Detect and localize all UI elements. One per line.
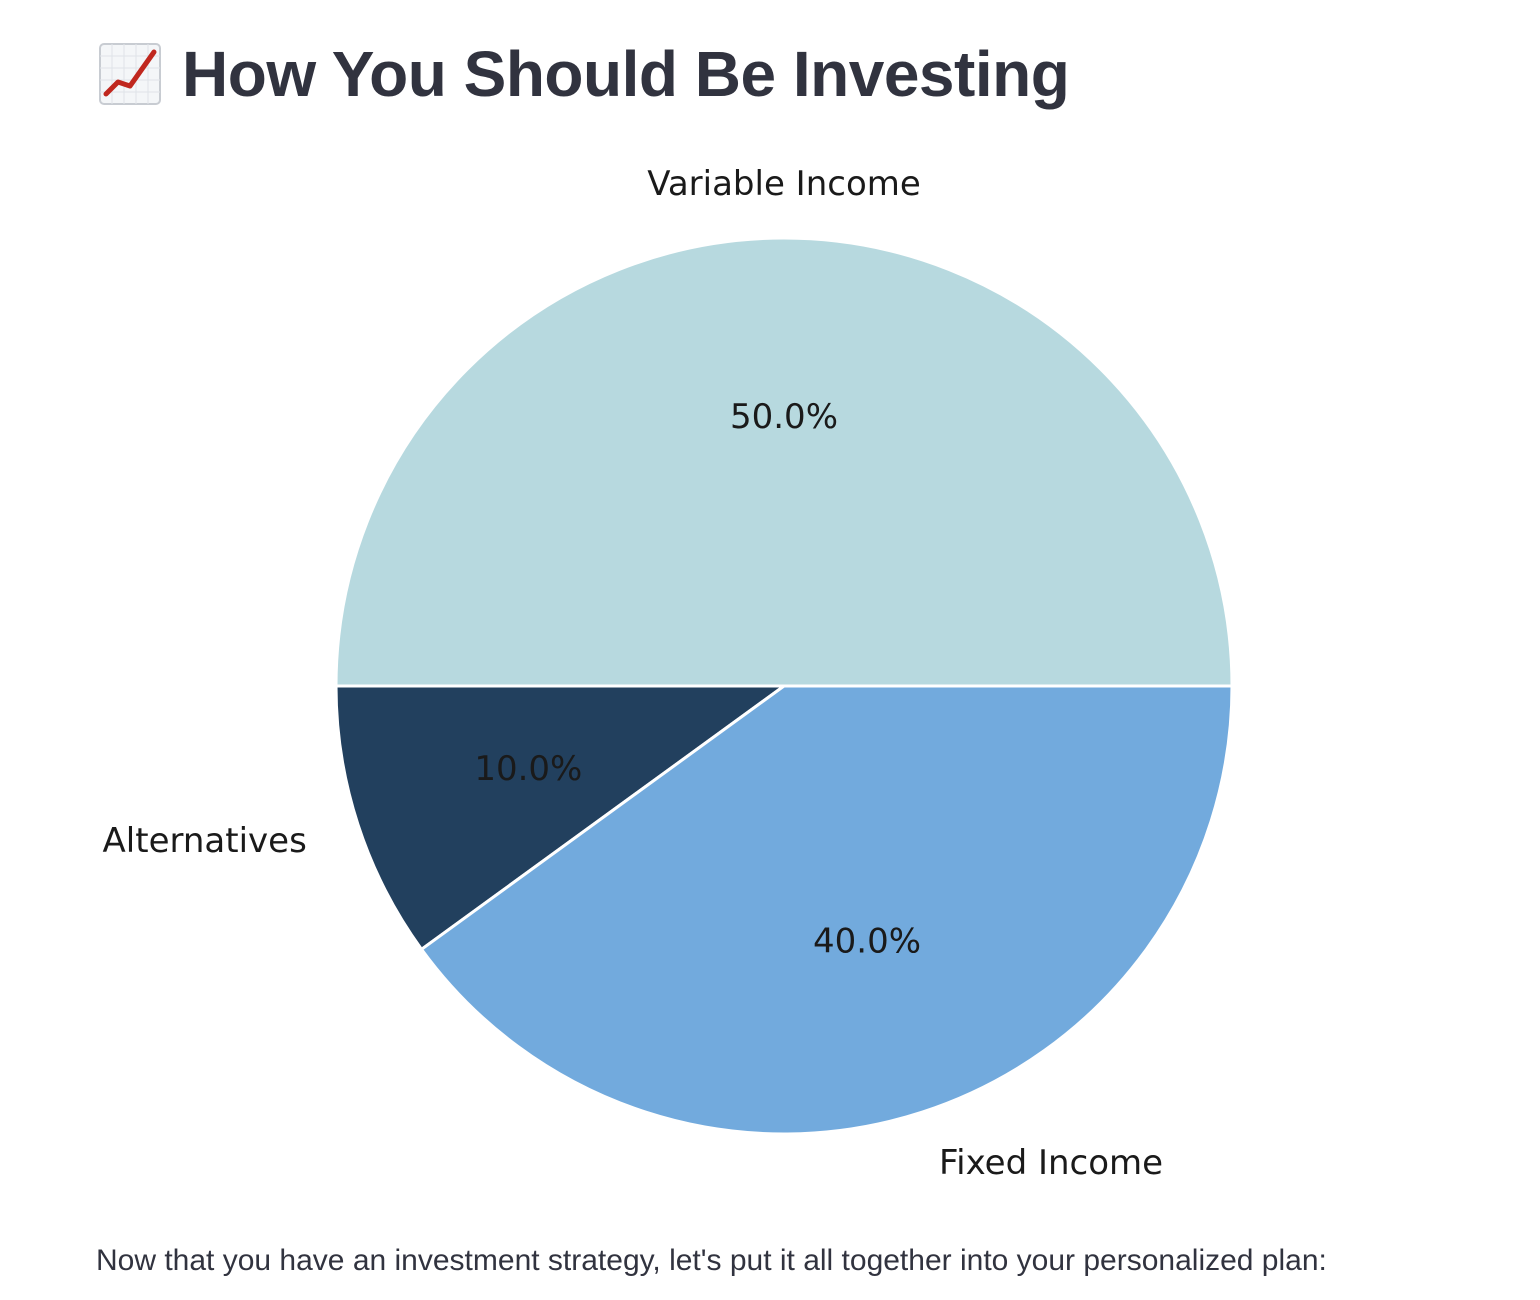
pie-category-label-fixed-income: Fixed Income: [939, 1143, 1163, 1183]
pie-percent-label-fixed-income: 40.0%: [813, 922, 921, 962]
page-title: How You Should Be Investing: [182, 38, 1070, 110]
pie-chart: 50.0% Variable Income 10.0% Alternatives 40.…: [0, 140, 1540, 1220]
pie-slice-variable-income: [334, 236, 1234, 688]
pie-slice-alternatives: [334, 684, 786, 951]
page-header: How You Should Be Investing: [98, 26, 1070, 122]
pie-category-label-alternatives: Alternatives: [103, 821, 307, 861]
pie-slice-fixed-income: [420, 684, 1234, 1136]
pie-category-label-variable-income: Variable Income: [647, 164, 921, 204]
plan-intro-text: Now that you have an investment strategy…: [96, 1244, 1327, 1277]
chart-increasing-icon: [98, 42, 162, 106]
pie-percent-label-variable-income: 50.0%: [730, 397, 838, 437]
pie-chart-svg: 50.0% Variable Income 10.0% Alternatives 40.…: [103, 164, 1234, 1183]
pie-percent-label-alternatives: 10.0%: [474, 749, 582, 789]
